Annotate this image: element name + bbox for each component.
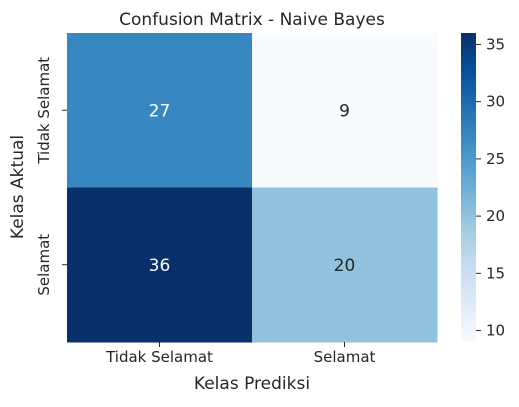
colorbar-tick-label: 10: [486, 322, 505, 340]
chart-title: Confusion Matrix - Naive Bayes: [119, 10, 385, 30]
heatmap-cell: [252, 187, 438, 343]
x-tick-label: Selamat: [314, 348, 376, 366]
y-tick-label: Tidak Selamat: [35, 57, 53, 165]
colorbar-tick-label: 25: [486, 150, 505, 168]
x-axis-label: Kelas Prediksi: [194, 374, 310, 394]
colorbar-tick-label: 20: [486, 207, 505, 225]
y-tick-label: Selamat: [35, 234, 53, 296]
heatmap-cell: [67, 33, 253, 188]
colorbar: [461, 33, 476, 342]
colorbar-tick-label: 30: [486, 93, 505, 111]
x-tick-label: Tidak Selamat: [105, 348, 213, 366]
colorbar-tick-label: 35: [486, 35, 505, 53]
heatmap-cell: [67, 187, 253, 343]
cell-value-label: 27: [149, 101, 171, 121]
colorbar-ticks: 10 15 20 25 30 35: [476, 35, 505, 340]
y-axis-label: Kelas Aktual: [8, 135, 28, 239]
heatmap-cell-labels: 27 9 36 20: [149, 101, 356, 276]
colorbar-tick-label: 15: [486, 264, 505, 282]
cell-value-label: 20: [334, 256, 356, 276]
heatmap-cells: [67, 33, 438, 343]
x-axis-ticks: Tidak Selamat Selamat: [105, 342, 376, 366]
cell-value-label: 36: [149, 256, 171, 276]
heatmap-cell: [252, 33, 438, 188]
y-axis-ticks: Tidak Selamat Selamat: [35, 57, 67, 296]
cell-value-label: 9: [339, 101, 350, 121]
